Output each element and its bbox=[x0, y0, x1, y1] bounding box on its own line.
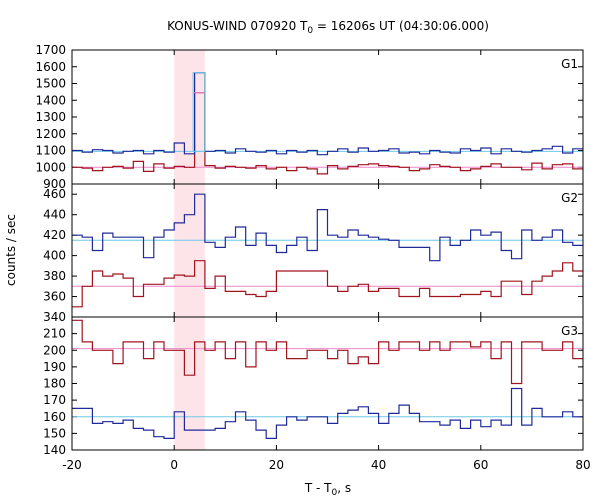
y-tick-label: 150 bbox=[43, 426, 66, 440]
y-tick-label: 1300 bbox=[35, 110, 66, 124]
y-tick-label: 1700 bbox=[35, 43, 66, 57]
y-tick-label: 180 bbox=[43, 377, 66, 391]
y-tick-label: 460 bbox=[43, 187, 66, 201]
chart-title: KONUS-WIND 070920 T0 = 16206s UT (04:30:… bbox=[167, 19, 489, 36]
y-tick-label: 440 bbox=[43, 208, 66, 222]
y-tick-label: 380 bbox=[43, 269, 66, 283]
series-red-G1 bbox=[72, 92, 583, 175]
x-axis-label: T - T0, s bbox=[304, 481, 351, 498]
peak-bin-outline bbox=[192, 72, 206, 152]
plot-area: 90010001100120013001400150016001700G1340… bbox=[35, 43, 590, 472]
x-tick-label: 60 bbox=[473, 458, 488, 472]
y-tick-label: 170 bbox=[43, 393, 66, 407]
burst-interval-highlight-G2 bbox=[174, 184, 205, 317]
panel-label-G2: G2 bbox=[561, 191, 578, 205]
y-tick-label: 190 bbox=[43, 360, 66, 374]
x-tick-label: 40 bbox=[371, 458, 386, 472]
y-tick-label: 360 bbox=[43, 290, 66, 304]
y-tick-label: 1500 bbox=[35, 77, 66, 91]
y-tick-label: 420 bbox=[43, 228, 66, 242]
series-blue-G1 bbox=[72, 72, 583, 156]
y-tick-label: 340 bbox=[43, 310, 66, 324]
panel-frame-G3 bbox=[71, 316, 584, 451]
x-tick-label: 80 bbox=[575, 458, 590, 472]
y-tick-label: 1600 bbox=[35, 60, 66, 74]
series-red-G3 bbox=[72, 319, 583, 385]
y-tick-label: 140 bbox=[43, 443, 66, 457]
y-tick-label: 1400 bbox=[35, 93, 66, 107]
panel-label-G3: G3 bbox=[561, 324, 578, 338]
burst-interval-highlight-G1 bbox=[174, 50, 205, 184]
y-tick-label: 210 bbox=[43, 327, 66, 341]
y-tick-label: 900 bbox=[43, 177, 66, 191]
x-tick-label: 0 bbox=[170, 458, 178, 472]
y-tick-label: 200 bbox=[43, 343, 66, 357]
burst-interval-highlight-G3 bbox=[174, 317, 205, 450]
panel-label-G1: G1 bbox=[561, 57, 578, 71]
series-blue-G2 bbox=[72, 193, 583, 262]
series-red-G2 bbox=[72, 260, 583, 308]
y-tick-label: 1100 bbox=[35, 144, 66, 158]
y-tick-label: 1000 bbox=[35, 160, 66, 174]
y-tick-label: 400 bbox=[43, 249, 66, 263]
y-axis-label: counts / sec bbox=[4, 214, 18, 286]
series-blue-G3 bbox=[72, 387, 583, 439]
y-tick-label: 1200 bbox=[35, 127, 66, 141]
panel-frame-G1 bbox=[71, 49, 584, 185]
x-tick-label: -20 bbox=[62, 458, 82, 472]
x-tick-label: 20 bbox=[269, 458, 284, 472]
y-tick-label: 160 bbox=[43, 410, 66, 424]
